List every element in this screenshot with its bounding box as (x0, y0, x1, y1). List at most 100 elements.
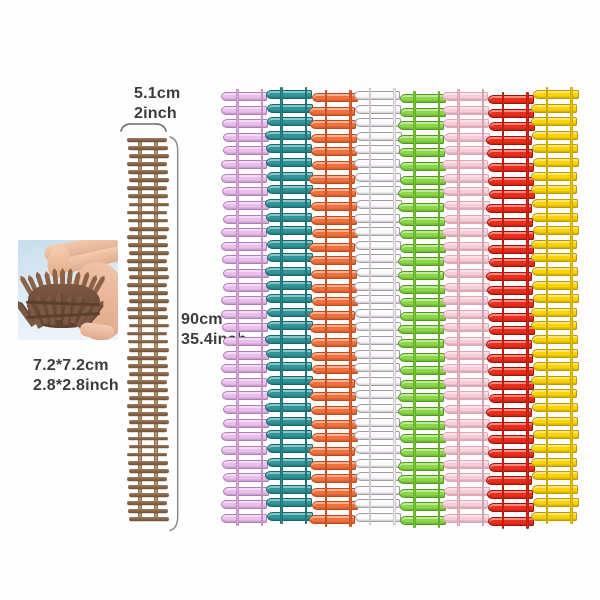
fence-picket (220, 432, 267, 442)
width-cm: 5.1cm (134, 85, 181, 102)
fence-picket (531, 471, 578, 481)
fence-picket (488, 176, 535, 186)
width-inch: 2inch (134, 105, 177, 122)
strip-rung (127, 501, 168, 505)
strip-rung (128, 202, 169, 207)
roll-cm: 7.2*7.2cm (33, 357, 109, 374)
fence-rail (526, 92, 529, 529)
fence-roll-front-row (18, 240, 118, 340)
fence-picket (488, 380, 535, 390)
strip-rung (127, 234, 168, 239)
strip-rung (127, 138, 168, 142)
fence-picket (487, 299, 534, 309)
fence-picket (531, 117, 578, 127)
strip-rung (128, 347, 169, 352)
strip-rung (128, 323, 169, 328)
fence-picket (531, 266, 578, 276)
fence-rail (413, 91, 416, 528)
fence-roll-back-row (18, 240, 118, 340)
roll-picket-front (56, 290, 64, 320)
fence-rail (324, 90, 328, 527)
fence-strip-white (353, 88, 402, 525)
strip-rung (127, 162, 168, 166)
fence-picket (488, 108, 535, 118)
strip-rung (128, 275, 169, 279)
fence-picket (486, 340, 533, 350)
strip-rung (128, 178, 169, 183)
fence-strip-violet (220, 89, 270, 526)
fence-picket (486, 489, 533, 499)
fence-picket (488, 244, 535, 254)
strip-rung (127, 404, 168, 409)
height-cm: 90cm (181, 311, 223, 328)
strip-rung (128, 509, 168, 513)
fence-picket (532, 362, 579, 372)
fence-rail (368, 88, 372, 525)
fence-color-grid (220, 87, 579, 529)
fence-picket (397, 121, 444, 131)
fence-picket (265, 266, 312, 276)
fence-picket (397, 189, 444, 199)
fence-strip-red (486, 92, 535, 529)
strip-rung (128, 226, 169, 231)
fence-strip-yellow (530, 87, 579, 524)
strip-rung (127, 307, 168, 312)
strip-rung (127, 259, 168, 263)
fence-strip-green (397, 91, 447, 528)
fence-picket (397, 393, 444, 403)
fence-picket (531, 457, 578, 467)
fence-picket (486, 421, 533, 431)
fence-rail (260, 89, 264, 526)
strip-rung (127, 428, 168, 433)
strip-rung (128, 339, 168, 344)
fence-rail (457, 89, 460, 526)
fence-picket (531, 185, 578, 195)
rolled-fence-photo (18, 240, 118, 340)
fence-rail (393, 88, 396, 525)
fence-picket (486, 203, 533, 213)
fence-picket (531, 321, 578, 331)
fence-rail (437, 91, 441, 528)
strip-rung (128, 194, 168, 199)
strip-rung (128, 484, 168, 489)
fence-rail (304, 87, 308, 524)
fence-picket (487, 163, 534, 173)
roll-picket-back (60, 268, 65, 292)
fence-picket (486, 476, 533, 486)
fence-picket (486, 353, 533, 363)
fence-picket (486, 285, 533, 295)
fence-picket (531, 253, 578, 263)
fence-picket (397, 257, 444, 267)
strip-rung (128, 363, 168, 368)
fence-rail (501, 92, 505, 529)
fence-rail (280, 87, 283, 524)
fence-picket (487, 95, 534, 104)
fence-picket (530, 375, 577, 385)
roll-size-label: 7.2*7.2cm 2.8*2.8inch (33, 356, 119, 396)
strip-rung (127, 186, 168, 191)
fence-picket (486, 149, 533, 159)
fence-picket (532, 90, 579, 99)
strip-rung (128, 154, 169, 158)
strip-rung (128, 420, 169, 425)
width-label: 5.1cm 2inch (134, 84, 180, 124)
fence-picket (488, 326, 535, 336)
fence-picket (488, 462, 535, 472)
fence-picket (530, 443, 577, 453)
strip-rung (128, 242, 168, 247)
fence-picket (532, 430, 579, 440)
height-bracket-icon (169, 136, 179, 532)
strip-rung (128, 267, 168, 271)
strip-rung (128, 412, 168, 417)
strip-rung (128, 517, 169, 521)
roll-inch: 2.8*2.8inch (33, 377, 119, 394)
fence-rail (481, 89, 485, 526)
fence-picket (488, 312, 535, 322)
fence-strip-teal (265, 87, 314, 524)
fence-picket (487, 367, 534, 377)
strip-rung (128, 299, 169, 304)
fence-picket (486, 271, 533, 281)
strip-rung (128, 388, 168, 392)
fence-picket (487, 231, 534, 241)
strip-rung (128, 371, 169, 376)
